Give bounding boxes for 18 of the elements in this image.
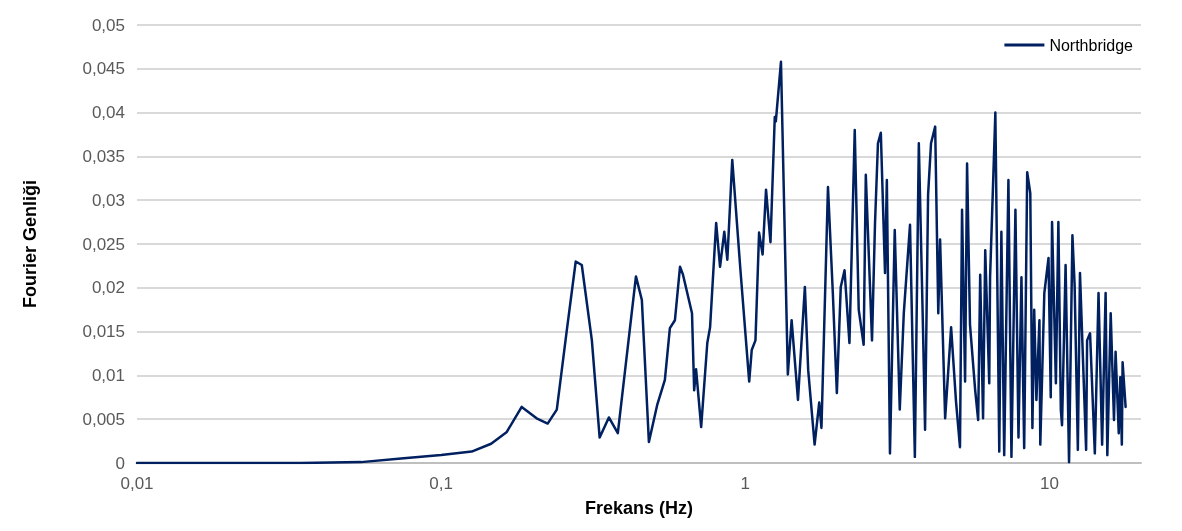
y-tick-label: 0,05 [91, 15, 125, 35]
legend-label: Northbridge [1049, 36, 1134, 54]
x-tick-label: 1 [740, 474, 751, 493]
y-tick-label: 0,025 [82, 234, 125, 254]
y-tick-label: 0,005 [82, 409, 125, 429]
y-tick-label: 0,015 [82, 322, 125, 342]
x-tick-label: 10 [1039, 474, 1059, 493]
x-tick-label: 0,1 [429, 474, 453, 493]
x-axis-title: Frekans (Hz) [584, 498, 694, 518]
y-tick-label: 0,04 [91, 103, 125, 123]
y-tick-label: 0,035 [82, 146, 125, 166]
y-axis-title: Fourier Genliği [20, 179, 40, 309]
y-tick-label: 0 [115, 453, 125, 473]
y-tick-label: 0,03 [91, 190, 125, 210]
x-tick-label: 0,01 [120, 474, 154, 493]
y-tick-label: 0,045 [82, 59, 125, 79]
y-tick-label: 0,02 [91, 278, 125, 298]
y-tick-label: 0,01 [91, 365, 125, 385]
